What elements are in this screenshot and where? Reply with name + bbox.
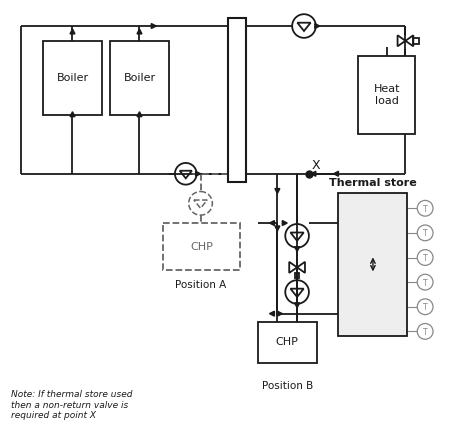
Text: T: T — [423, 328, 428, 337]
Text: T: T — [423, 254, 428, 263]
Circle shape — [417, 299, 433, 314]
Bar — [258, 322, 317, 363]
Text: T: T — [423, 205, 428, 214]
Text: CHP: CHP — [190, 242, 213, 252]
Polygon shape — [295, 303, 300, 308]
Bar — [228, 18, 246, 181]
Text: Boiler: Boiler — [56, 73, 89, 83]
Bar — [358, 56, 415, 134]
Polygon shape — [275, 189, 280, 193]
Circle shape — [417, 323, 433, 339]
Text: Position A: Position A — [175, 280, 226, 290]
Circle shape — [417, 274, 433, 290]
Bar — [295, 273, 300, 278]
Polygon shape — [275, 226, 280, 231]
Polygon shape — [270, 311, 274, 316]
Polygon shape — [311, 171, 316, 176]
Text: Hot
layer: Hot layer — [361, 218, 385, 240]
Polygon shape — [315, 24, 320, 28]
Bar — [338, 193, 408, 336]
Text: Note: If thermal store used
then a non-return valve is
required at point X: Note: If thermal store used then a non-r… — [11, 390, 133, 420]
Text: Position B: Position B — [262, 381, 313, 391]
Polygon shape — [151, 24, 156, 28]
Bar — [163, 223, 240, 270]
Text: T: T — [423, 278, 428, 287]
Polygon shape — [137, 112, 142, 117]
Circle shape — [417, 225, 433, 241]
Polygon shape — [295, 247, 300, 251]
Text: T: T — [423, 303, 428, 312]
Text: Cold
layer: Cold layer — [361, 290, 385, 311]
Text: Boiler: Boiler — [123, 73, 155, 83]
Circle shape — [417, 200, 433, 216]
Polygon shape — [283, 221, 287, 226]
Polygon shape — [334, 171, 338, 176]
Polygon shape — [70, 29, 75, 34]
Text: X: X — [312, 160, 320, 172]
Text: T: T — [423, 230, 428, 239]
Polygon shape — [70, 112, 75, 117]
Polygon shape — [277, 311, 283, 316]
Bar — [110, 41, 169, 115]
Bar — [413, 38, 419, 44]
Polygon shape — [270, 221, 274, 226]
Text: Heat
load: Heat load — [374, 84, 400, 106]
Polygon shape — [196, 171, 201, 176]
Bar — [43, 41, 102, 115]
Polygon shape — [137, 29, 142, 34]
Text: Thermal store: Thermal store — [329, 178, 417, 187]
Text: CHP: CHP — [276, 337, 299, 347]
Circle shape — [417, 250, 433, 266]
